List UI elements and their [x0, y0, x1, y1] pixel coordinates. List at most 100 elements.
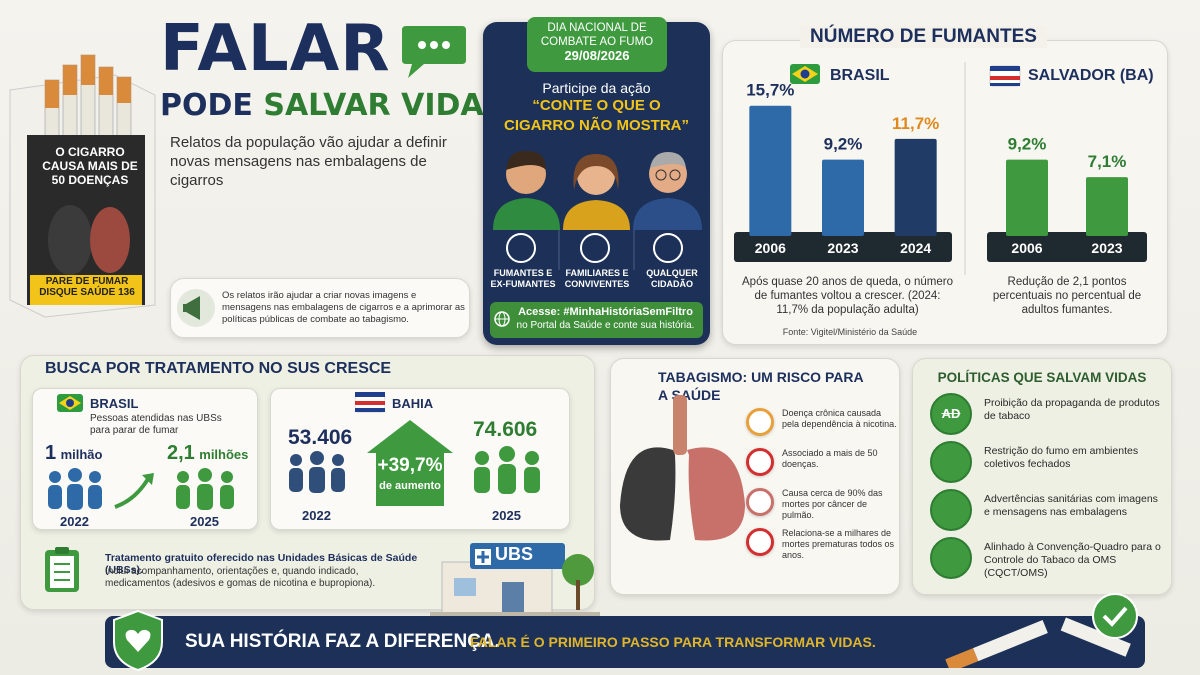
- brasil-note: Pessoas atendidas nas UBSs para parar de…: [90, 413, 222, 436]
- audience-label: FAMILIARES E CONVIVENTES: [564, 268, 630, 289]
- footer-left: SUA HISTÓRIA FAZ A DIFERENÇA.: [185, 631, 500, 652]
- free-text: Inclui acompanhamento, orientações e, qu…: [105, 566, 376, 589]
- megaphone-icon: [177, 289, 215, 327]
- x-tick-label: 2023: [1091, 240, 1122, 256]
- year-label: 2025: [190, 514, 219, 529]
- x-tick-label: 2006: [1011, 240, 1042, 256]
- bahia-change: +39,7%: [377, 455, 443, 476]
- policy-icon-text: AD: [941, 406, 961, 421]
- title-line1: FALAR: [160, 12, 391, 86]
- audience-label: FUMANTES E EX-FUMANTES: [490, 268, 556, 289]
- subtitle: Relatos da população vão ajudar a defini…: [170, 134, 447, 189]
- salvador-note: Redução de 2,1 pontos percentuais no per…: [992, 276, 1142, 316]
- ubs-building: [430, 543, 600, 618]
- policy-icon: AD: [930, 393, 972, 435]
- risk-title: TABAGISMO: UM RISCO PARA A SAÚDE: [658, 369, 864, 403]
- policy-item: Proibição da propaganda de produtos de t…: [984, 397, 1160, 422]
- flag-bahia: [355, 392, 385, 413]
- bahia-to: 74.606: [473, 418, 538, 441]
- badge-text: DIA NACIONAL DE COMBATE AO FUMO: [540, 22, 654, 48]
- people-illustration: [493, 150, 702, 230]
- pedestal: [734, 232, 952, 262]
- risk-item: Relaciona-se a milhares de mortes premat…: [782, 528, 895, 560]
- x-tick-label: 2023: [827, 240, 858, 256]
- title-line2: PODE SALVAR VIDAS: [160, 88, 505, 123]
- bar: [822, 159, 864, 236]
- campaign-badge: DIA NACIONAL DE COMBATE AO FUMO 29/08/20…: [527, 17, 667, 72]
- cta-text: no Portal da Saúde e conte sua história.: [516, 320, 695, 331]
- speech-bubble-icon: [402, 26, 466, 78]
- treatment-title: BUSCA POR TRATAMENTO NO SUS CRESCE: [45, 360, 392, 377]
- risk-icon: [746, 488, 774, 516]
- title-line2-a: PODE: [160, 88, 253, 123]
- year-label: 2025: [492, 508, 521, 523]
- people-icons: [48, 468, 234, 510]
- bar: [894, 138, 937, 236]
- value-label: 11,7%: [892, 114, 939, 133]
- bar: [1086, 177, 1128, 236]
- policy-item: Alinhado à Convenção-Quadro para o Contr…: [984, 541, 1161, 579]
- smokers-title: NÚMERO DE FUMANTES: [800, 26, 1047, 48]
- globe-icon: [494, 311, 510, 327]
- flag-brasil: [57, 394, 83, 412]
- year-label: 2022: [302, 508, 331, 523]
- audience-icons: [506, 230, 683, 270]
- brasil-note: Após quase 20 anos de queda, o número de…: [742, 276, 953, 316]
- pedestal: [987, 232, 1147, 262]
- policy-icon: [930, 537, 972, 579]
- cta-bold: Acesse: #MinhaHistóriaSemFiltro: [518, 306, 693, 318]
- flag-brasil: [790, 64, 820, 84]
- x-tick-label: 2024: [900, 240, 931, 256]
- risk-icon: [746, 408, 774, 436]
- cigarette-pack: [9, 54, 156, 318]
- x-tick-label: 2006: [755, 240, 786, 256]
- source: Fonte: Vigitel/Ministério da Saúde: [782, 327, 918, 337]
- policy-item: Restrição do fumo em ambientes coletivos…: [984, 445, 1139, 470]
- campaign-slogan: “CONTE O QUE O CIGARRO NÃO MOSTRA”: [504, 97, 689, 134]
- bar: [749, 105, 792, 236]
- value-label: 9,2%: [1008, 135, 1047, 154]
- info-note: Os relatos irão ajudar a criar novas ima…: [222, 290, 465, 325]
- chart-title: SALVADOR (BA): [1028, 67, 1154, 84]
- info-box: [170, 278, 470, 338]
- risk-item: Associado a mais de 50 doenças.: [782, 448, 878, 469]
- free-title: Tratamento gratuito oferecido nas Unidad…: [105, 552, 418, 576]
- bahia-from: 53.406: [288, 426, 353, 449]
- from-unit: milhão: [60, 447, 103, 462]
- bahia-graphic: [289, 420, 540, 506]
- broken-cigarette: [945, 593, 1138, 668]
- audience-label: QUALQUER CIDADÃO: [646, 268, 698, 289]
- pack-warning: O CIGARRO CAUSA MAIS DE 50 DOENÇAS: [42, 145, 138, 187]
- value-label: 15,7%: [746, 81, 794, 100]
- flag-salvador: [989, 65, 1021, 87]
- bahia-label: BAHIA: [392, 396, 434, 411]
- to-unit: milhões: [199, 447, 249, 462]
- policy-icon: [930, 441, 972, 483]
- pack-hotline: PARE DE FUMAR DISQUE SAÚDE 136: [39, 276, 135, 298]
- policy-icon: [930, 489, 972, 531]
- lungs-illustration: [620, 395, 745, 541]
- risk-icon: [746, 448, 774, 476]
- policy-item: Advertências sanitárias com imagens e me…: [984, 493, 1158, 518]
- to-number: 2,1: [167, 442, 195, 464]
- heart-shield-icon: [113, 609, 163, 672]
- brasil-from: 1 milhão: [45, 442, 102, 465]
- ubs-sign: UBS: [495, 544, 534, 564]
- badge-date: 29/08/2026: [564, 48, 630, 63]
- cta-box: Acesse: #MinhaHistóriaSemFiltro no Porta…: [490, 302, 703, 338]
- smokers-charts: BRASIL 15,7% 2006 9,2% 2023 11,7% 2024 SALVADOR…: [734, 62, 1154, 275]
- clipboard-icon: [45, 547, 79, 592]
- risk-item: Doença crônica causada pela dependência …: [782, 408, 897, 429]
- bahia-change-note: de aumento: [379, 480, 441, 492]
- brasil-label: BRASIL: [90, 396, 139, 411]
- campaign-intro: Participe da ação: [542, 80, 651, 96]
- bar: [1006, 159, 1048, 236]
- policies-title: POLÍTICAS QUE SALVAM VIDAS: [937, 370, 1147, 385]
- risk-icon: [746, 528, 774, 556]
- value-label: 9,2%: [824, 135, 863, 154]
- from-number: 1: [45, 442, 57, 464]
- value-label: 7,1%: [1088, 152, 1127, 171]
- chart-title: BRASIL: [830, 67, 890, 84]
- brasil-to: 2,1 milhões: [167, 442, 248, 465]
